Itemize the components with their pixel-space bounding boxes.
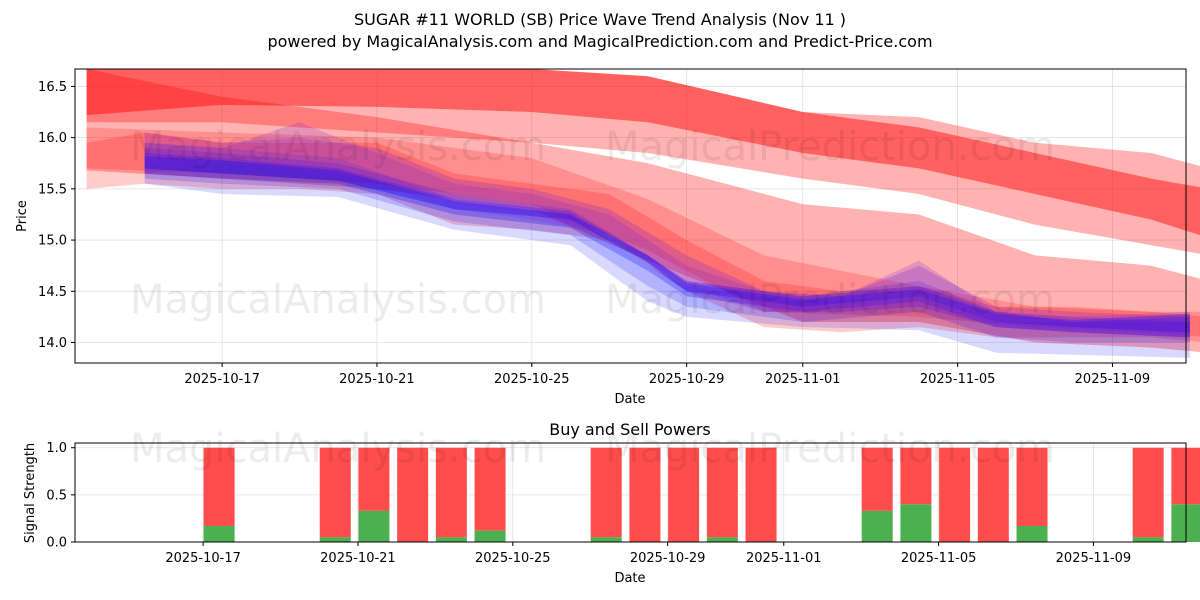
price-xtick-label: 2025-10-17 [184, 372, 260, 387]
buy-power-bar [900, 504, 932, 542]
buy-power-bar [435, 537, 467, 542]
sell-power-bar [358, 447, 390, 511]
buy-power-bar [203, 525, 235, 542]
watermark-analysis-top: MagicalAnalysis.com [130, 124, 546, 170]
signal-axes-frame [74, 442, 1187, 543]
price-ytick-label: 15.5 [38, 182, 67, 197]
red-trend-band [86, 69, 1200, 254]
signal-panel: Buy and Sell Powers MagicalAnalysis.com … [23, 420, 1200, 586]
buy-power-bar [861, 510, 893, 542]
chart-title: SUGAR #11 WORLD (SB) Price Wave Trend An… [354, 10, 846, 29]
signal-xtick-label: 2025-10-29 [630, 551, 706, 566]
signal-xtick-label: 2025-10-25 [475, 551, 551, 566]
signal-ytick-label: 1.0 [46, 441, 67, 456]
signal-ticks: 2025-10-17 2025-10-21 2025-10-25 2025-10-29… [46, 441, 1131, 566]
price-xlabel: Date [614, 392, 645, 407]
watermark-analysis-bottom: MagicalAnalysis.com [130, 426, 546, 472]
watermark-prediction-mid: MagicalPrediction.com [605, 277, 1055, 323]
sell-power-bar [474, 447, 506, 531]
blue-trend-band [144, 142, 1190, 358]
price-xtick-label: 2025-11-05 [920, 372, 996, 387]
price-ytick-label: 16.0 [38, 131, 67, 146]
sell-power-bar [629, 447, 661, 542]
price-ytick-label: 15.0 [38, 234, 67, 249]
sell-power-bar [939, 447, 971, 542]
signal-xtick-label: 2025-11-09 [1056, 551, 1132, 566]
pink-trend-band [86, 132, 1200, 342]
buy-power-bar [474, 530, 506, 542]
buy-power-bar [358, 510, 390, 542]
sell-power-bar [706, 447, 738, 538]
watermark-prediction-top: MagicalPrediction.com [605, 124, 1055, 170]
purple-trend-band [144, 132, 1190, 338]
buy-power-bar [1132, 537, 1164, 542]
watermark-analysis-mid: MagicalAnalysis.com [130, 277, 546, 323]
buy-power-bar [319, 537, 351, 542]
buy-power-bar [706, 537, 738, 542]
signal-xtick-label: 2025-10-21 [320, 551, 396, 566]
signal-ylabel: Signal Strength [23, 443, 38, 543]
sell-power-bar [1016, 447, 1048, 526]
sell-power-bar [977, 447, 1009, 542]
sell-power-bar [319, 447, 351, 538]
sell-power-bar [745, 447, 777, 542]
blue-trend-band [144, 156, 1190, 333]
sell-power-bar [861, 447, 893, 511]
price-ticks: 2025-10-17 2025-10-21 2025-10-25 2025-10-29… [38, 80, 1150, 387]
buy-power-bar [590, 537, 622, 542]
sell-power-bar [668, 447, 700, 542]
sell-power-bar [397, 447, 429, 542]
price-grid [75, 69, 1186, 363]
price-xtick-label: 2025-11-09 [1075, 372, 1151, 387]
price-ytick-label: 14.0 [38, 336, 67, 351]
red-trend-band [86, 69, 1200, 352]
price-xtick-label: 2025-10-29 [649, 372, 725, 387]
red-trend-band [86, 127, 1200, 337]
blue-trend-band [144, 153, 1190, 338]
signal-title: Buy and Sell Powers [549, 420, 711, 439]
signal-xlabel: Date [614, 571, 645, 586]
sell-power-bar [435, 447, 467, 538]
price-panel: MagicalAnalysis.com MagicalPrediction.co… [15, 68, 1200, 407]
sell-power-bar [900, 447, 932, 505]
price-ytick-label: 14.5 [38, 285, 67, 300]
sell-power-bar [590, 447, 622, 538]
price-ytick-label: 16.5 [38, 80, 67, 95]
signal-xtick-label: 2025-11-01 [746, 551, 822, 566]
signal-ytick-label: 0.5 [46, 488, 67, 503]
red-trend-band [86, 69, 1200, 236]
buy-power-bar [1016, 525, 1048, 542]
chart-subtitle: powered by MagicalAnalysis.com and Magic… [267, 32, 932, 51]
sell-power-bar [1132, 447, 1164, 538]
signal-ytick-label: 0.0 [46, 536, 67, 551]
signal-xtick-label: 2025-11-05 [901, 551, 977, 566]
signal-xtick-label: 2025-10-17 [165, 551, 241, 566]
price-xtick-label: 2025-11-01 [765, 372, 841, 387]
purple-trend-band [144, 122, 1190, 338]
price-xtick-label: 2025-10-21 [339, 372, 415, 387]
price-bands [86, 69, 1200, 358]
price-ylabel: Price [15, 200, 30, 232]
blue-trend-band [144, 147, 1190, 343]
watermark-prediction-bottom: MagicalPrediction.com [605, 426, 1055, 472]
price-xtick-label: 2025-10-25 [494, 372, 570, 387]
sell-power-bar [203, 447, 235, 526]
price-axes-frame [74, 68, 1187, 364]
